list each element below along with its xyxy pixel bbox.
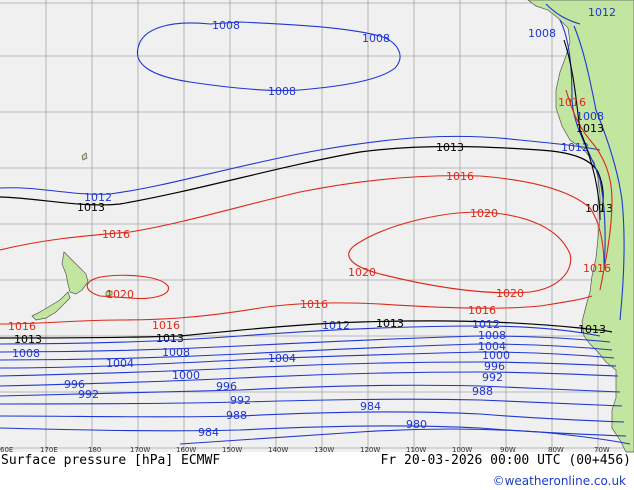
isobar-label-north-a: 1008 bbox=[212, 19, 240, 32]
isobar-label-1013-a: 1013 bbox=[77, 201, 105, 214]
isobar-label-1012-b: 1012 bbox=[561, 141, 589, 154]
longitude-labels: 60E 170E 180 170W 160W 150W 140W 130W 12… bbox=[0, 446, 610, 454]
isobar-label-chile-1013: 1013 bbox=[576, 122, 604, 135]
isobar-label-984-b: 984 bbox=[360, 400, 381, 413]
isobar-label-1020-d: 1020 bbox=[106, 288, 134, 301]
isobar-label-992-c: 992 bbox=[482, 371, 503, 384]
lon-label-80w: 80W bbox=[548, 446, 564, 454]
isobar-label-1016-g: 1016 bbox=[468, 304, 496, 317]
new-zealand-north-island bbox=[61, 251, 89, 295]
isobar-1020-high bbox=[348, 211, 572, 294]
lon-label-120w: 120W bbox=[360, 446, 380, 454]
isobar-1013-south bbox=[0, 320, 613, 339]
isobar-label-984-a: 984 bbox=[198, 426, 219, 439]
south-america-land bbox=[527, 0, 634, 453]
isobar-label-988-a: 988 bbox=[226, 409, 247, 422]
lon-label-90w: 90W bbox=[500, 446, 516, 454]
isobar-label-992-a: 992 bbox=[78, 388, 99, 401]
lon-label-140w: 140W bbox=[268, 446, 288, 454]
isobar-label-1008-a: 1008 bbox=[12, 347, 40, 360]
isobar-1016-south bbox=[0, 295, 593, 325]
landmasses bbox=[31, 0, 634, 453]
isobar-label-1004-a: 1004 bbox=[106, 357, 134, 370]
isobar-label-1016-e: 1016 bbox=[152, 319, 180, 332]
isobar-label-996-b: 996 bbox=[216, 380, 237, 393]
lon-label-130w: 130W bbox=[314, 446, 334, 454]
isobar-label-1013-e: 1013 bbox=[156, 332, 184, 345]
isobar-label-1013-f: 1013 bbox=[376, 317, 404, 330]
lon-label-170e: 170E bbox=[40, 446, 58, 454]
lon-label-150w: 150W bbox=[222, 446, 242, 454]
lon-label-100w: 100W bbox=[452, 446, 472, 454]
isobar-label-1000-a: 1000 bbox=[172, 369, 200, 382]
isobar-label-1004-c: 1004 bbox=[478, 340, 506, 353]
isobar-label-996-c: 996 bbox=[484, 360, 505, 373]
isobar-label-chile-1016: 1016 bbox=[558, 96, 586, 109]
chile-coastal-isobars bbox=[545, 3, 625, 321]
valid-time: Fr 20-03-2026 00:00 UTC (00+456) bbox=[380, 453, 631, 468]
lon-label-110w: 110W bbox=[406, 446, 426, 454]
ocean-background bbox=[0, 0, 634, 452]
lon-label-180: 180 bbox=[88, 446, 101, 454]
lon-label-170w: 170W bbox=[130, 446, 150, 454]
isobar-label-1012-d: 1012 bbox=[472, 318, 500, 331]
isobar-label-1013-d: 1013 bbox=[14, 333, 42, 346]
isobar-label-1020-a: 1020 bbox=[470, 207, 498, 220]
lon-label-60e: 60E bbox=[0, 446, 13, 454]
graticule bbox=[0, 0, 634, 452]
isobar-label-1012-a: 1012 bbox=[84, 191, 112, 204]
map-title: Surface pressure [hPa] ECMWF bbox=[1, 453, 221, 468]
isobar-label-north-b: 1008 bbox=[362, 32, 390, 45]
new-zealand-south-island bbox=[31, 291, 71, 321]
isobar-label-1016-f: 1016 bbox=[300, 298, 328, 311]
isobar-label-chile-1008: 1008 bbox=[576, 110, 604, 123]
isobar-label-1013-b: 1013 bbox=[436, 141, 464, 154]
isobar-1020-nz bbox=[86, 274, 169, 300]
isobar-1012-mid bbox=[0, 135, 601, 195]
isobar-label-chile-1012: 1012 bbox=[588, 6, 616, 19]
isobar-label-1020-b: 1020 bbox=[348, 266, 376, 279]
isobar-label-north-d: 1008 bbox=[528, 27, 556, 40]
isobar-label-996-a: 996 bbox=[64, 378, 85, 391]
isobar-label-north-c: 1008 bbox=[268, 85, 296, 98]
isobar-label-1004-b: 1004 bbox=[268, 352, 296, 365]
isobar-label-1020-c: 1020 bbox=[496, 287, 524, 300]
southern-low-isobars bbox=[0, 335, 631, 445]
isobar-label-980-a: 980 bbox=[406, 418, 427, 431]
isobar-label-992-b: 992 bbox=[230, 394, 251, 407]
isobar-label-988-b: 988 bbox=[472, 385, 493, 398]
isobar-label-1016-c: 1016 bbox=[583, 262, 611, 275]
isobar-label-1016-d: 1016 bbox=[8, 320, 36, 333]
lon-label-70w: 70W bbox=[594, 446, 610, 454]
isobar-label-1000-b: 1000 bbox=[482, 349, 510, 362]
isobar-1016-high bbox=[0, 175, 605, 267]
isobar-label-1016-b: 1016 bbox=[446, 170, 474, 183]
isobar-1012-south bbox=[0, 325, 601, 345]
isobar-label-1016-a: 1016 bbox=[102, 228, 130, 241]
kermadec-islands bbox=[81, 152, 88, 161]
isobar-label-1008-b: 1008 bbox=[162, 346, 190, 359]
isobar-label-1008-c: 1008 bbox=[478, 329, 506, 342]
lon-label-160w: 160W bbox=[176, 446, 196, 454]
credit-link[interactable]: ©weatheronline.co.uk bbox=[492, 474, 626, 488]
isobar-1008-north bbox=[136, 21, 401, 92]
chatham-islands bbox=[105, 290, 113, 297]
